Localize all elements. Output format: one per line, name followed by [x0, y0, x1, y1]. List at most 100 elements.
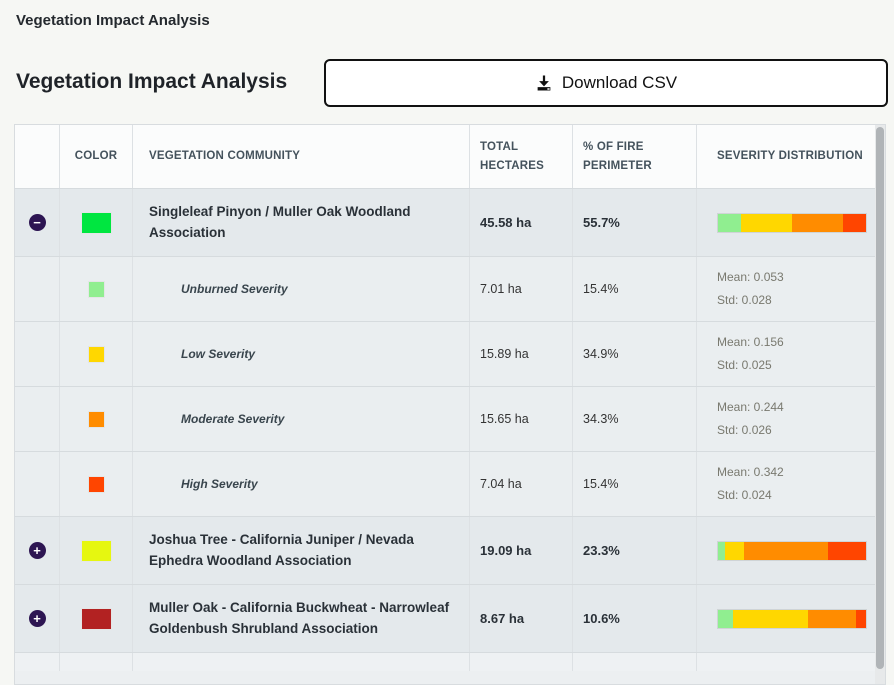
column-header-label: SEVERITY DISTRIBUTION [717, 150, 863, 163]
table-row: Low Severity 15.89 ha 34.9% Mean: 0.156 Std:… [15, 322, 877, 387]
hectares-value: 8.67 ha [480, 611, 525, 626]
community-cell: High Severity [133, 452, 470, 516]
hectares-cell: 15.89 ha [470, 322, 573, 386]
hectares-value: 7.04 ha [480, 477, 522, 491]
column-header--of-fire-perimeter: % OF FIRE PERIMETER [573, 125, 697, 188]
mean-value: Mean: 0.342 [717, 465, 784, 480]
panel-title: Vegetation Impact Analysis [16, 12, 210, 29]
color-cell [60, 585, 133, 652]
color-swatch [87, 345, 105, 363]
column-header-label: COLOR [74, 150, 118, 163]
severity-stats: Mean: 0.156 Std: 0.025 [717, 331, 784, 377]
expand-cell: − [15, 189, 60, 256]
perimeter-percent-value: 10.6% [583, 611, 620, 626]
color-cell [60, 257, 133, 321]
perimeter-percent-cell: 34.3% [573, 387, 697, 451]
severity-distribution-cell [697, 585, 877, 652]
severity-bar-segment [855, 609, 866, 628]
severity-class-name: Unburned Severity [181, 282, 288, 296]
perimeter-percent-value: 15.4% [583, 477, 619, 491]
perimeter-percent-value: 34.9% [583, 347, 619, 361]
color-swatch [87, 410, 105, 428]
collapse-icon[interactable]: − [28, 214, 46, 231]
severity-bar-segment [740, 213, 793, 232]
severity-distribution-bar [717, 608, 867, 629]
download-csv-button[interactable]: Download CSV [324, 59, 888, 107]
table-body: COLOR VEGETATION COMMUNITY TOTAL HECTARES%… [15, 125, 877, 671]
severity-distribution-cell [697, 189, 877, 256]
expand-icon[interactable]: + [28, 542, 46, 559]
community-cell: Singleleaf Pinyon / Muller Oak Woodland … [133, 189, 470, 256]
severity-class-name: Low Severity [181, 347, 256, 361]
column-header-label: % OF FIRE PERIMETER [583, 141, 652, 172]
community-cell: Low Severity [133, 322, 470, 386]
severity-distribution-bar [717, 212, 867, 233]
table-row: + Muller Oak - California Buckwheat - Nar… [15, 585, 877, 653]
severity-class-name: Moderate Severity [181, 412, 285, 426]
severity-distribution-cell: Mean: 0.053 Std: 0.028 [697, 257, 877, 321]
severity-distribution-cell [697, 517, 877, 584]
perimeter-percent-value: 34.3% [583, 412, 619, 426]
empty-cell [470, 653, 573, 671]
table-row: Moderate Severity 15.65 ha 34.3% Mean: 0.24… [15, 387, 877, 452]
community-cell: Muller Oak - California Buckwheat - Narr… [133, 585, 470, 652]
empty-cell [133, 653, 470, 671]
severity-distribution-bar [717, 540, 867, 561]
severity-bar-segment [808, 609, 856, 628]
color-swatch [80, 211, 112, 234]
hectares-value: 15.65 ha [480, 412, 529, 426]
severity-bar-segment [843, 213, 866, 232]
expand-cell: + [15, 517, 60, 584]
expand-cell [15, 387, 60, 451]
column-header-label: TOTAL HECTARES [480, 141, 545, 172]
empty-cell [573, 653, 697, 671]
empty-cell [15, 653, 60, 671]
download-icon [535, 74, 553, 92]
table-row: High Severity 7.04 ha 15.4% Mean: 0.342 Std:… [15, 452, 877, 517]
expand-cell [15, 257, 60, 321]
severity-bar-segment [732, 609, 809, 628]
severity-bar-segment [718, 609, 733, 628]
table-row: − Singleleaf Pinyon / Muller Oak Woodland… [15, 189, 877, 257]
community-cell: Moderate Severity [133, 387, 470, 451]
std-value: Std: 0.025 [717, 358, 772, 372]
std-value: Std: 0.026 [717, 423, 772, 437]
std-value: Std: 0.024 [717, 488, 772, 502]
community-name: Singleleaf Pinyon / Muller Oak Woodland … [149, 203, 411, 240]
community-cell: Unburned Severity [133, 257, 470, 321]
severity-bar-segment [743, 541, 829, 560]
color-swatch [80, 539, 112, 562]
hectares-cell: 8.67 ha [470, 585, 573, 652]
color-cell [60, 387, 133, 451]
table-row: + Joshua Tree - California Juniper / Neva… [15, 517, 877, 585]
column-header-severity-distribution: SEVERITY DISTRIBUTION [697, 125, 877, 188]
perimeter-percent-cell: 15.4% [573, 257, 697, 321]
hectares-value: 19.09 ha [480, 543, 532, 558]
severity-stats: Mean: 0.053 Std: 0.028 [717, 266, 784, 312]
column-header-expand [15, 125, 60, 188]
perimeter-percent-value: 55.7% [583, 215, 620, 230]
hectares-cell: 45.58 ha [470, 189, 573, 256]
severity-bar-segment [718, 541, 725, 560]
hectares-cell: 7.04 ha [470, 452, 573, 516]
color-swatch [87, 280, 105, 298]
vertical-scrollbar-thumb[interactable] [876, 127, 884, 670]
severity-distribution-cell: Mean: 0.342 Std: 0.024 [697, 452, 877, 516]
perimeter-percent-cell: 10.6% [573, 585, 697, 652]
severity-distribution-cell: Mean: 0.244 Std: 0.026 [697, 387, 877, 451]
perimeter-percent-cell: 55.7% [573, 189, 697, 256]
perimeter-percent-cell: 23.3% [573, 517, 697, 584]
color-cell [60, 452, 133, 516]
column-header-color: COLOR [60, 125, 133, 188]
hectares-cell: 19.09 ha [470, 517, 573, 584]
severity-bar-segment [724, 541, 744, 560]
expand-cell [15, 322, 60, 386]
hectares-cell: 15.65 ha [470, 387, 573, 451]
perimeter-percent-cell: 34.9% [573, 322, 697, 386]
hectares-value: 45.58 ha [480, 215, 532, 230]
page-title: Vegetation Impact Analysis [16, 70, 288, 93]
color-cell [60, 189, 133, 256]
vertical-scrollbar[interactable] [875, 125, 885, 684]
expand-icon[interactable]: + [28, 610, 46, 627]
column-header-label: VEGETATION COMMUNITY [149, 150, 301, 163]
